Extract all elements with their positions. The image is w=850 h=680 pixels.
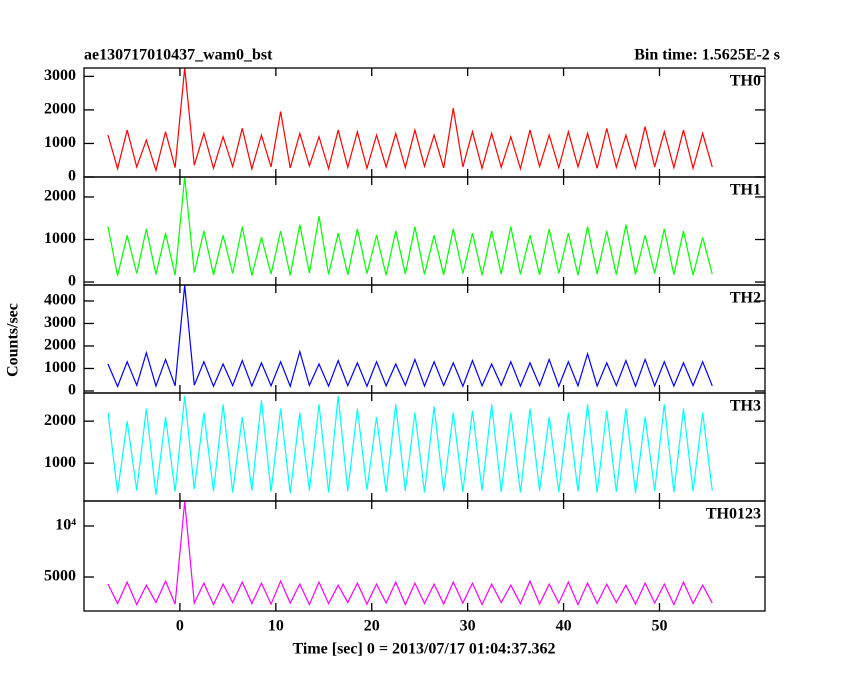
y-axis-label: Counts/sec	[5, 303, 22, 377]
y-tick-label: 1000	[44, 359, 76, 376]
y-tick-label: 2000	[44, 188, 76, 205]
panel-label: TH0123	[706, 506, 761, 523]
light-curve	[107, 68, 713, 173]
y-tick-label: 5000	[44, 568, 76, 585]
y-tick-label: 0	[68, 382, 76, 399]
y-tick-label: 4000	[44, 292, 76, 309]
x-tick-label: 40	[556, 618, 572, 635]
y-tick-label: 2000	[44, 412, 76, 429]
y-tick-label: 2000	[44, 101, 76, 118]
chart-subtitle: Bin time: 1.5625E-2 s	[634, 47, 780, 64]
light-curve	[107, 177, 713, 276]
light-curve	[107, 395, 713, 495]
panel-label: TH0	[730, 73, 761, 90]
x-tick-label: 10	[268, 618, 284, 635]
panel-label: TH1	[730, 182, 761, 199]
y-tick-label: 10⁴	[55, 517, 76, 534]
light-curve	[107, 285, 713, 389]
y-tick-label: 1000	[44, 134, 76, 151]
y-tick-label: 1000	[44, 230, 76, 247]
panel-frame	[83, 500, 766, 612]
y-tick-label: 1000	[44, 454, 76, 471]
x-tick-label: 20	[364, 618, 380, 635]
panel-label: TH2	[730, 290, 761, 307]
y-tick-label: 3000	[44, 314, 76, 331]
y-tick-label: 2000	[44, 337, 76, 354]
light-curve	[107, 501, 713, 607]
chart-title: ae130717010437_wam0_bst	[84, 47, 273, 64]
y-tick-label: 3000	[44, 67, 76, 84]
x-tick-label: 30	[460, 618, 476, 635]
x-axis-label: Time [sec] 0 = 2013/07/17 01:04:37.362	[292, 641, 555, 658]
x-tick-label: 50	[651, 618, 667, 635]
y-tick-label: 0	[68, 168, 76, 185]
x-tick-label: 0	[176, 618, 184, 635]
panel-label: TH3	[730, 398, 761, 415]
y-tick-label: 0	[68, 273, 76, 290]
